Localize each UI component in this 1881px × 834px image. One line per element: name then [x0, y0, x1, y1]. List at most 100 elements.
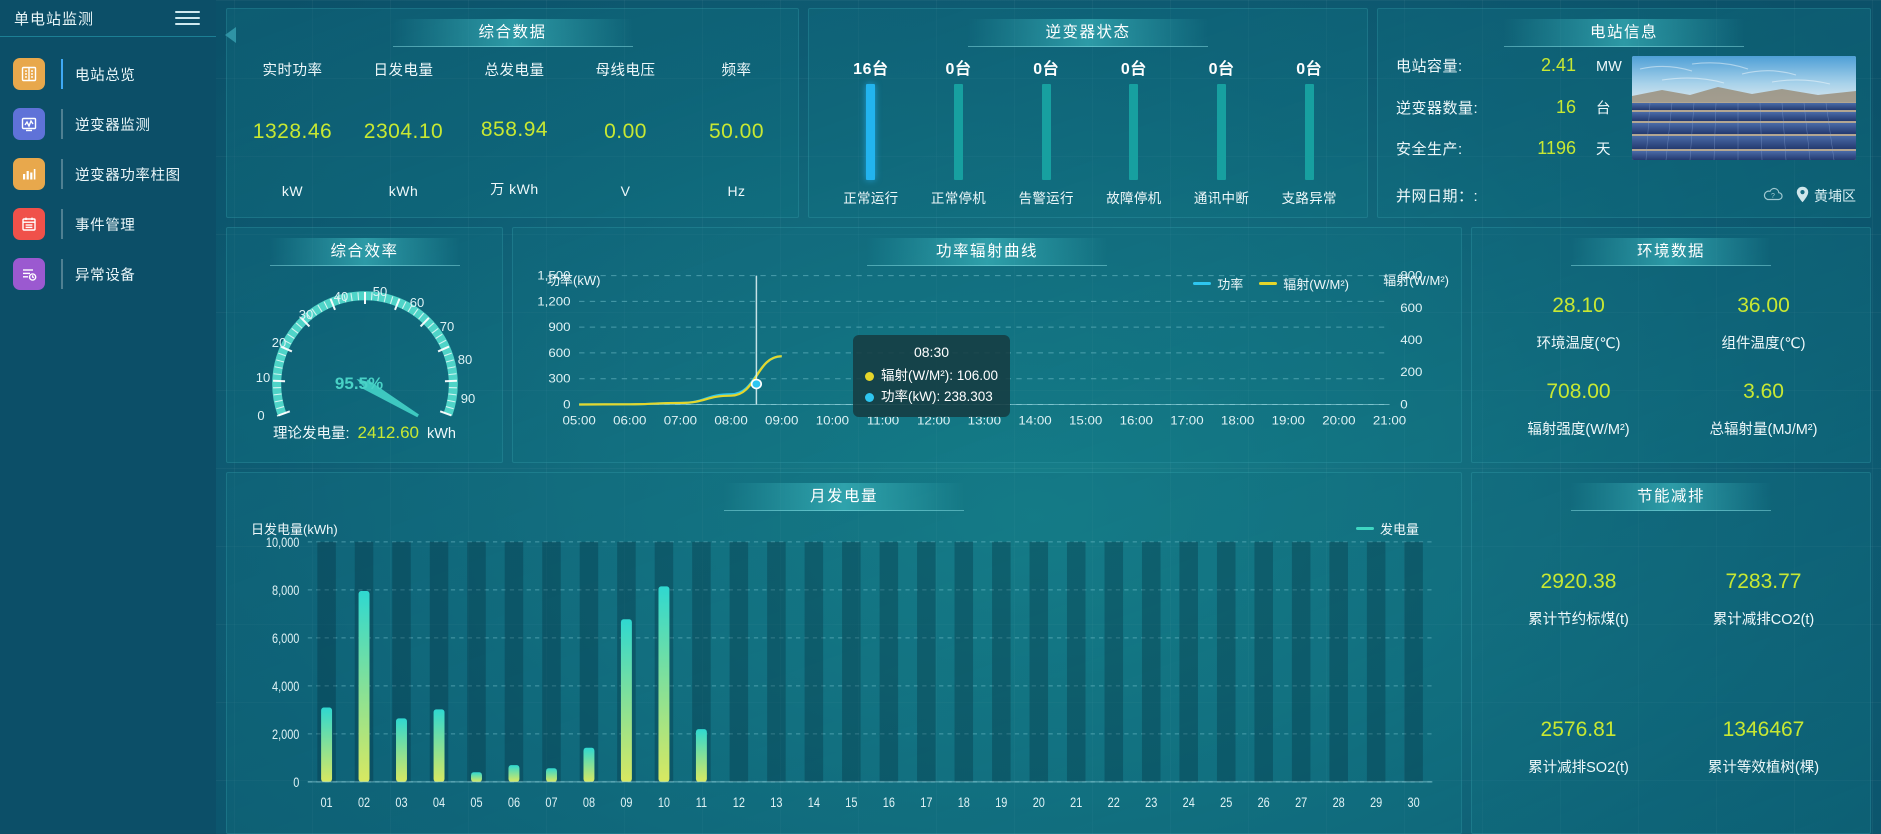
tooltip-time: 08:30	[913, 344, 950, 360]
theoretical-generation: 理论发电量: 2412.60 kWh	[273, 422, 456, 443]
env-total-irradiation: 3.60 总辐射量(MJ/M²)	[1671, 366, 1856, 452]
chart-tooltip: 08:30 辐射(W/M²): 106.00 功率(kW): 238.303	[853, 335, 1011, 417]
svg-text:28: 28	[1333, 795, 1345, 810]
svg-text:05:00: 05:00	[562, 413, 595, 427]
inverter-status-branch-abnormal[interactable]: 0台 支路异常	[1265, 51, 1353, 211]
sidebar-item-indicator	[61, 259, 63, 289]
monthly-legend: 发电量	[1355, 519, 1419, 538]
metric-value: 50.00	[708, 119, 765, 143]
inverter-status-label: 故障停机	[1106, 191, 1162, 206]
metric-value: 0.00	[604, 119, 647, 143]
sidebar-item-inverter-monitor[interactable]: 逆变器监测	[0, 99, 216, 149]
inverter-status-alarm-run[interactable]: 0台 告警运行	[1002, 51, 1090, 211]
svg-text:1,500: 1,500	[537, 268, 570, 282]
inverter-status-comm-interrupt[interactable]: 0台 通讯中断	[1178, 51, 1266, 211]
inverter-status-normal-stop[interactable]: 0台 正常停机	[915, 51, 1003, 211]
sidebar-item-event-management[interactable]: 事件管理	[0, 199, 216, 249]
curve-y-axis-label: 功率(kW)	[547, 273, 601, 288]
main-content: 综合数据 实时功率 1328.46 kW 日发电量 2304.10 kWh 总发…	[216, 0, 1881, 834]
saving-value: 2576.81	[1540, 717, 1617, 741]
metric-value: 2304.10	[363, 119, 444, 143]
legend-generation[interactable]: 发电量	[1355, 519, 1419, 538]
station-row-capacity: 电站容量: 2.41 MW	[1396, 55, 1624, 97]
svg-text:01: 01	[320, 795, 332, 810]
svg-text:22: 22	[1108, 795, 1120, 810]
curve-chart-svg[interactable]: 0 300 600 900 1,200 1,500 0 200 400 600 800 05:00 06…	[513, 228, 1461, 462]
tooltip-row-irradiance: 辐射(W/M²): 106.00	[865, 366, 998, 387]
sidebar-item-inverter-power-bar[interactable]: 逆变器功率柱图	[0, 149, 216, 199]
saving-value: 1346467	[1722, 717, 1805, 741]
svg-text:2,000: 2,000	[272, 727, 299, 742]
monthly-chart-svg[interactable]: 0 2,000 4,000 6,000 8,000 10,000 01 02 03 04 05 06 0…	[227, 473, 1461, 833]
svg-text:300: 300	[548, 371, 570, 385]
env-label: 环境温度(℃)	[1536, 335, 1621, 352]
tooltip-row-power: 功率(kW): 238.303	[865, 387, 998, 408]
sidebar-item-indicator	[61, 209, 63, 239]
svg-text:17: 17	[920, 795, 932, 810]
inverter-bar	[954, 84, 963, 180]
inverter-status-label: 正常运行	[843, 191, 899, 206]
arrow-left-icon[interactable]	[225, 27, 236, 43]
svg-text:20: 20	[1033, 795, 1045, 810]
svg-text:10,000: 10,000	[266, 535, 300, 550]
inverter-status-fault-stop[interactable]: 0台 故障停机	[1090, 51, 1178, 211]
svg-text:1,200: 1,200	[537, 294, 570, 308]
station-info-rows: 电站容量: 2.41 MW 逆变器数量: 16 台 安全生产: 1196	[1396, 51, 1624, 211]
env-ambient-temperature: 28.10 环境温度(℃)	[1486, 280, 1671, 366]
svg-text:15: 15	[845, 795, 857, 810]
inverter-status-label: 支路异常	[1281, 191, 1337, 206]
saving-co2: 7283.77 累计减排CO2(t)	[1671, 525, 1856, 673]
env-irradiance-intensity: 708.00 辐射强度(W/M²)	[1486, 366, 1671, 452]
metric-daily-generation: 日发电量 2304.10 kWh	[348, 53, 459, 209]
sidebar-item-indicator	[61, 59, 63, 89]
tooltip-text: 辐射(W/M²): 106.00	[881, 367, 999, 383]
svg-text:90: 90	[460, 391, 474, 406]
report-icon	[13, 58, 45, 90]
svg-text:60: 60	[409, 295, 423, 310]
svg-text:14:00: 14:00	[1018, 413, 1051, 427]
svg-text:600: 600	[548, 345, 570, 359]
sidebar-item-abnormal-device[interactable]: 异常设备	[0, 249, 216, 299]
metric-frequency: 频率 50.00 Hz	[681, 53, 792, 209]
svg-text:06:00: 06:00	[613, 413, 646, 427]
saving-label: 累计节约标煤(t)	[1528, 611, 1629, 628]
svg-text:0: 0	[293, 775, 299, 790]
svg-text:23: 23	[1145, 795, 1157, 810]
sidebar: 单电站监测 电站总览	[0, 0, 216, 834]
sidebar-item-label: 异常设备	[75, 267, 136, 284]
station-location: 黄埔区	[1796, 186, 1856, 206]
svg-text:13: 13	[770, 795, 782, 810]
hamburger-icon[interactable]	[175, 11, 200, 25]
svg-text:26: 26	[1258, 795, 1270, 810]
panel-efficiency: 综合效率	[226, 227, 503, 463]
inverter-status-label: 正常停机	[930, 191, 987, 206]
panel-title: 逆变器状态	[968, 19, 1208, 47]
metric-unit: kWh	[388, 183, 419, 199]
curve-legend: 功率 辐射(W/M²)	[1193, 274, 1349, 293]
saving-label: 累计减排CO2(t)	[1712, 611, 1815, 628]
legend-power[interactable]: 功率	[1193, 274, 1243, 293]
panel-title: 综合效率	[269, 238, 460, 266]
monthly-y-axis-label: 日发电量(kWh)	[251, 522, 338, 537]
svg-text:0: 0	[1400, 397, 1407, 411]
metric-value: 858.94	[480, 117, 549, 141]
panel-title: 电站信息	[1504, 19, 1744, 47]
metric-label: 总发电量	[484, 63, 545, 79]
svg-text:10:00: 10:00	[816, 413, 849, 427]
svg-text:800: 800	[1400, 268, 1422, 282]
station-row-key: 电站容量:	[1396, 58, 1463, 75]
saving-trees: 1346467 累计等效植树(棵)	[1671, 673, 1856, 821]
legend-irradiance[interactable]: 辐射(W/M²)	[1259, 274, 1349, 293]
panel-title: 环境数据	[1571, 238, 1771, 266]
row-bottom: 月发电量 日发电量(kWh) 发电量 0 2,000 4,000 6,000 8,000…	[226, 472, 1871, 834]
svg-text:10: 10	[658, 795, 670, 810]
panel-power-irradiance-curve: 功率辐射曲线 功率(kW) 辐射(W/M²) 功率 辐射(W/M²) 0 300 6…	[512, 227, 1462, 463]
sidebar-item-overview[interactable]: 电站总览	[0, 49, 216, 99]
svg-text:06: 06	[508, 795, 520, 810]
env-value: 28.10	[1552, 293, 1605, 317]
svg-text:0: 0	[563, 397, 570, 411]
svg-text:900: 900	[548, 320, 570, 334]
inverter-status-normal-run[interactable]: 16台 正常运行	[827, 51, 915, 211]
metric-unit: V	[620, 183, 631, 199]
